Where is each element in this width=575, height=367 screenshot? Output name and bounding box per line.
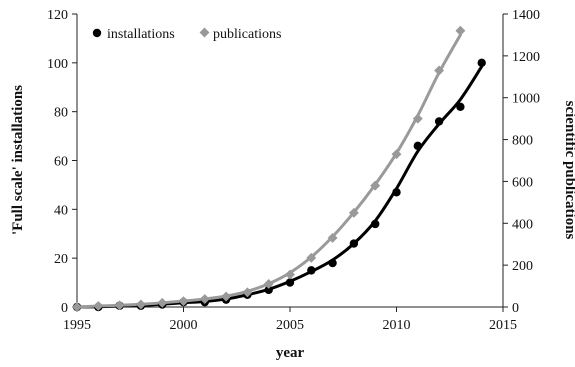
point-publications-2006: [306, 252, 317, 263]
legend-label-installations: installations: [107, 27, 175, 42]
point-publications-1998: [135, 299, 146, 310]
right-tick-label-7: 1400: [512, 8, 540, 23]
legend-marker-installations: [92, 28, 102, 38]
right-tick-label-0: 0: [512, 301, 519, 316]
point-installations-2012: [434, 117, 444, 126]
point-installations-2013: [456, 102, 465, 111]
point-installations-2007: [328, 258, 337, 268]
point-publications-1999: [157, 297, 168, 308]
right-tick-label-4: 800: [512, 134, 533, 149]
point-installations-2010: [392, 188, 401, 197]
left-tick-label-4: 80: [54, 106, 68, 121]
right-tick-label-3: 600: [512, 175, 533, 190]
fit-line-installations: [75, 64, 484, 309]
x-tick-label-1: 2000: [170, 318, 198, 333]
point-installations-2004: [264, 285, 273, 295]
x-tick-label-3: 2010: [383, 318, 411, 333]
point-installations-2009: [371, 219, 380, 229]
point-publications-2005: [285, 269, 295, 280]
point-publications-2001: [199, 294, 210, 304]
point-publications-2007: [327, 232, 338, 243]
x-tick-label-2: 2005: [276, 318, 304, 333]
legend-label-publications: publications: [213, 27, 281, 42]
x-tick-label-4: 2015: [489, 318, 517, 333]
point-publications-2008: [348, 207, 359, 218]
right-tick-label-6: 1200: [512, 50, 540, 65]
axes: [76, 14, 504, 308]
point-installations-2014: [477, 58, 486, 68]
point-installations-2008: [349, 239, 359, 248]
left-tick-label-1: 20: [54, 252, 68, 267]
left-tick-label-6: 120: [47, 8, 68, 23]
right-ticks: 0 200 400 600 800 1000 1200 1400: [503, 8, 540, 316]
right-axis-title: scientific publications: [562, 101, 575, 240]
point-installations-2005: [285, 278, 295, 287]
x-tick-label-0: 1995: [63, 318, 91, 333]
x-ticks: 1995 2000 2005 2010 2015: [63, 307, 517, 333]
point-publications-1995: [72, 302, 82, 312]
right-tick-label-1: 200: [512, 259, 533, 274]
left-ticks: 0 20 40 60 80 100 120: [47, 8, 77, 316]
legend-marker-publications: [199, 27, 210, 38]
legend: installations publications: [92, 27, 281, 42]
point-publications-1997: [114, 300, 125, 311]
fit-lines: [75, 33, 484, 309]
left-tick-label-5: 100: [47, 57, 68, 72]
point-publications-2004: [263, 279, 274, 289]
right-tick-label-2: 400: [512, 217, 533, 232]
left-tick-label-3: 60: [54, 155, 68, 170]
point-publications-2003: [242, 287, 253, 298]
point-publications-2010: [391, 149, 402, 160]
point-installations-2011: [413, 141, 422, 151]
point-publications-2013: [455, 25, 466, 36]
left-axis-title: 'Full scale' installations: [10, 85, 26, 235]
point-publications-2002: [221, 291, 232, 302]
left-tick-label-2: 40: [54, 203, 68, 218]
data-points: [72, 25, 486, 312]
point-publications-2009: [370, 180, 381, 191]
point-installations-2006: [307, 266, 316, 275]
point-publications-2000: [178, 296, 189, 307]
point-publications-1996: [93, 301, 104, 311]
left-tick-label-0: 0: [61, 301, 68, 316]
fit-line-publications: [75, 33, 462, 309]
right-tick-label-5: 1000: [512, 92, 540, 107]
x-axis-title: year: [276, 345, 305, 361]
